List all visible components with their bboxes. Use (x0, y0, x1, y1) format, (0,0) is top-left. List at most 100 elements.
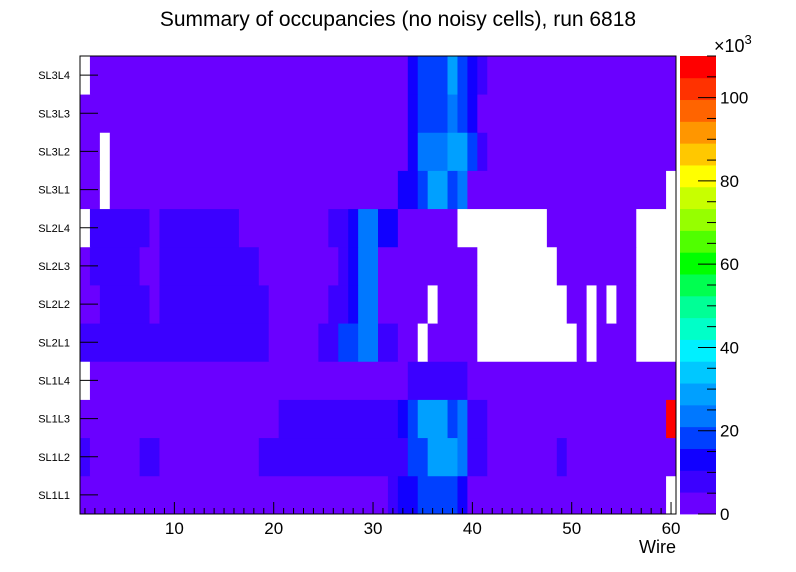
heatmap-cell (348, 208, 359, 248)
heatmap-cells (80, 56, 677, 515)
heatmap-cell (417, 475, 458, 515)
heatmap-cell (278, 399, 399, 439)
color-scale-multiplier: ×103 (714, 32, 752, 56)
heatmap-cell (666, 170, 677, 210)
heatmap-cell (457, 56, 468, 95)
heatmap-cell (477, 285, 568, 324)
heatmap-cell (586, 285, 597, 324)
y-tick-label: SL2L1 (38, 337, 70, 349)
heatmap-cell (457, 94, 468, 133)
color-scale-swatch (680, 77, 716, 101)
color-scale-swatch (680, 252, 716, 275)
color-scale: 0 20 40 60 80 100 (680, 55, 748, 524)
z-tick-label: 0 (720, 505, 729, 524)
heatmap-cell (238, 208, 329, 248)
heatmap-cell (99, 170, 111, 210)
x-axis-label: Wire (639, 537, 676, 557)
heatmap-cell (338, 246, 349, 286)
heatmap-cell (407, 94, 419, 133)
color-scale-swatch (680, 99, 716, 122)
x-axis: 10 20 30 40 50 60 (84, 502, 680, 538)
heatmap-cell (636, 246, 677, 286)
color-scale-swatch (680, 121, 716, 144)
heatmap-cell (427, 170, 448, 210)
heatmap-cell (159, 437, 260, 477)
heatmap-cell (407, 56, 419, 95)
z-tick-label: 80 (720, 172, 739, 191)
heatmap-cell (467, 399, 488, 439)
heatmap-cell (318, 323, 339, 362)
heatmap-cell (467, 437, 488, 477)
heatmap-cell (457, 437, 468, 477)
color-scale-swatch (680, 165, 716, 188)
heatmap-cell (467, 475, 667, 515)
heatmap-cell (89, 361, 409, 400)
heatmap-cell (80, 94, 409, 133)
heatmap-cell (89, 208, 150, 248)
x-tick-label: 30 (364, 519, 383, 538)
heatmap-cell (427, 323, 478, 362)
heatmap-cell (99, 285, 150, 324)
heatmap-cell (457, 208, 548, 248)
heatmap-cell (417, 132, 448, 171)
heatmap-cell (477, 323, 578, 362)
heatmap-cell (636, 323, 677, 362)
heatmap-cell (139, 246, 160, 286)
heatmap-cell (616, 285, 637, 324)
heatmap-cell (447, 132, 468, 171)
y-tick-label: SL3L1 (38, 185, 70, 197)
chart-title: Summary of occupancies (no noisy cells),… (159, 8, 637, 31)
heatmap-cell (487, 399, 667, 439)
heatmap-cell (477, 94, 677, 133)
heatmap-cell (80, 399, 280, 439)
heatmap-cell (487, 132, 677, 171)
heatmap-cell (397, 475, 419, 515)
heatmap-cell (149, 285, 160, 324)
heatmap-cell (99, 132, 111, 171)
color-scale-exponent: 3 (745, 32, 752, 47)
x-tick-label: 20 (264, 519, 283, 538)
heatmap-cell (566, 437, 677, 477)
heatmap-cell (80, 323, 270, 362)
heatmap-cell (467, 132, 478, 171)
heatmap-cell (407, 132, 419, 171)
heatmap-cell (358, 323, 379, 362)
heatmap-cell (407, 361, 468, 400)
heatmap-cell (358, 246, 379, 286)
x-tick-label: 50 (562, 519, 581, 538)
heatmap-cell (566, 285, 587, 324)
heatmap-cell (348, 285, 359, 324)
heatmap-cell (417, 56, 448, 95)
heatmap-cell (159, 285, 270, 324)
heatmap-cell (556, 437, 568, 477)
z-tick-label: 20 (720, 422, 739, 441)
heatmap-cell (477, 56, 488, 95)
color-scale-swatch (680, 426, 716, 449)
heatmap-cell (636, 285, 677, 324)
heatmap-cell (447, 94, 458, 133)
heatmap-cell (358, 208, 379, 248)
heatmap-cell (268, 285, 329, 324)
heatmap-cell (457, 170, 468, 210)
heatmap-cell (149, 208, 160, 248)
heatmap-cell (487, 437, 558, 477)
heatmap-cell (427, 437, 458, 477)
heatmap-cell (457, 399, 468, 439)
heatmap-cell (666, 399, 677, 439)
color-scale-swatch (680, 404, 716, 428)
heatmap-cell (487, 56, 677, 95)
heatmap-cell (417, 323, 429, 362)
y-tick-label: SL1L2 (38, 452, 70, 464)
z-tick-label: 60 (720, 255, 739, 274)
heatmap-cell (447, 170, 458, 210)
x-tick-label: 10 (165, 519, 184, 538)
heatmap-cell (80, 475, 389, 515)
heatmap-cell (378, 285, 429, 324)
heatmap-cell (348, 246, 359, 286)
color-scale-swatch (680, 383, 716, 406)
plot-frame (79, 55, 677, 515)
heatmap-cell (467, 361, 677, 400)
heatmap-cell (358, 285, 379, 324)
heatmap-cell (437, 285, 478, 324)
